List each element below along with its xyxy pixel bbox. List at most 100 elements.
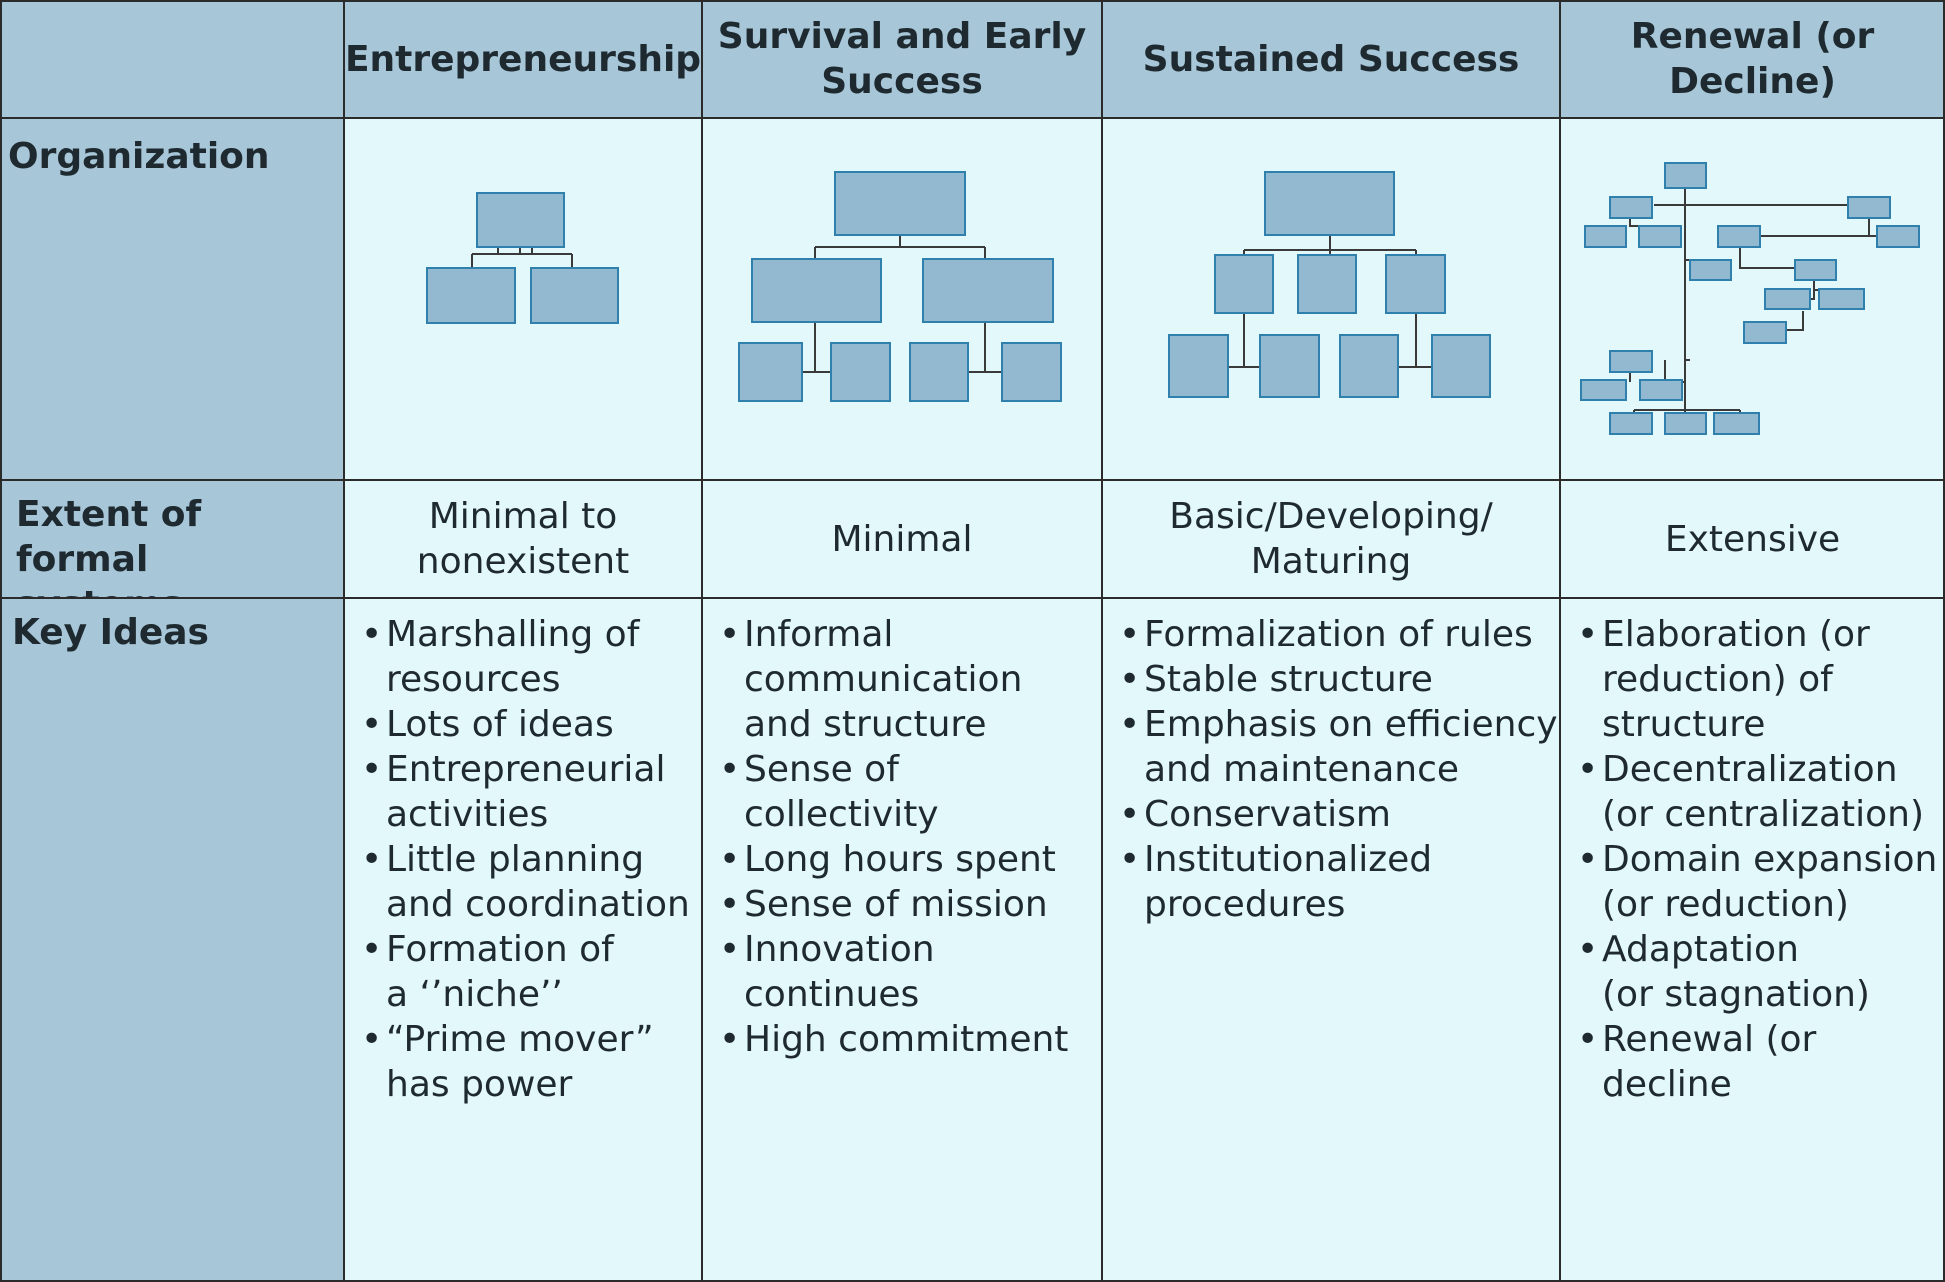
org-box bbox=[1259, 334, 1320, 398]
bullet-icon: • bbox=[361, 704, 383, 745]
bullet-icon: • bbox=[719, 884, 741, 925]
key-idea-text: Domain expansion (or reduction) bbox=[1602, 839, 1938, 925]
table-border-left bbox=[0, 0, 2, 1282]
column-header-sustained: Sustained Success bbox=[1102, 0, 1560, 118]
column-header-label: Survival and Early Success bbox=[717, 16, 1087, 102]
org-box bbox=[426, 267, 516, 324]
bullet-icon: • bbox=[1119, 659, 1141, 700]
key-idea-text: Sense of collectivity bbox=[744, 749, 939, 835]
key-idea-text: Adaptation (or stagnation) bbox=[1602, 929, 1870, 1015]
org-box bbox=[1609, 412, 1653, 435]
org-box bbox=[1717, 225, 1761, 248]
formal-systems-value: Minimal bbox=[831, 518, 973, 560]
bullet-icon: • bbox=[719, 929, 741, 970]
org-box bbox=[1764, 288, 1811, 310]
row-header-organization: Organization bbox=[0, 118, 344, 480]
org-box bbox=[530, 267, 619, 324]
org-box bbox=[1339, 334, 1399, 398]
org-box bbox=[1264, 171, 1395, 236]
org-box bbox=[1168, 334, 1229, 398]
key-idea-item: • Informal communication and structure bbox=[716, 612, 1102, 747]
key-idea-text: Long hours spent bbox=[744, 839, 1056, 880]
row-divider bbox=[0, 479, 1945, 481]
bullet-icon: • bbox=[1119, 794, 1141, 835]
key-idea-text: Decentralization (or centralization) bbox=[1602, 749, 1925, 835]
org-box bbox=[830, 342, 891, 402]
key-idea-item: • Emphasis on efficiency and maintenance bbox=[1116, 702, 1558, 792]
key-idea-item: • Institutionalized procedures bbox=[1116, 837, 1558, 927]
org-box bbox=[751, 258, 882, 323]
key-idea-item: • Conservatism bbox=[1116, 792, 1558, 837]
org-box bbox=[834, 171, 966, 236]
bullet-icon: • bbox=[1119, 839, 1141, 880]
org-box bbox=[1713, 412, 1760, 435]
key-idea-text: Institutionalized procedures bbox=[1144, 839, 1433, 925]
bullet-icon: • bbox=[1119, 614, 1141, 655]
key-ideas-cell-entrepreneurship: • Marshalling of resources • Lots of ideas •… bbox=[344, 598, 702, 1282]
key-idea-item: • High commitment bbox=[716, 1017, 1102, 1062]
row-header-label: Organization bbox=[8, 136, 270, 177]
table-border-bottom bbox=[0, 1280, 1945, 1282]
key-idea-text: Lots of ideas bbox=[386, 704, 614, 745]
column-divider bbox=[1559, 0, 1561, 1282]
org-chart-sustained bbox=[1168, 171, 1491, 398]
org-box bbox=[1431, 334, 1491, 398]
org-box bbox=[1609, 350, 1653, 373]
key-idea-item: • Marshalling of resources bbox=[358, 612, 690, 702]
org-box bbox=[738, 342, 803, 402]
key-ideas-list-entrepreneurship: • Marshalling of resources • Lots of ideas •… bbox=[358, 612, 690, 1107]
key-idea-item: • Lots of ideas bbox=[358, 702, 690, 747]
key-idea-text: Marshalling of resources bbox=[386, 614, 640, 700]
org-box bbox=[1639, 379, 1683, 401]
column-divider bbox=[1101, 0, 1103, 1282]
org-box bbox=[1794, 259, 1837, 281]
key-idea-item: • Sense of collectivity bbox=[716, 747, 1102, 837]
org-box bbox=[1664, 412, 1707, 435]
column-header-label: Sustained Success bbox=[1142, 38, 1520, 80]
key-ideas-list-renewal: • Elaboration (or reduction) of structure… bbox=[1574, 612, 1937, 1107]
key-idea-item: • Long hours spent bbox=[716, 837, 1102, 882]
row-divider bbox=[0, 117, 1945, 119]
bullet-icon: • bbox=[1119, 704, 1141, 745]
key-idea-text: Elaboration (or reduction) of structure bbox=[1602, 614, 1870, 745]
bullet-icon: • bbox=[1577, 839, 1599, 880]
formal-systems-sustained: Basic/Developing/ Maturing bbox=[1102, 480, 1560, 598]
row-divider bbox=[0, 597, 1945, 599]
org-chart-entrepreneurship bbox=[426, 192, 619, 324]
org-box bbox=[1689, 259, 1732, 281]
key-idea-text: Emphasis on efficiency and maintenance bbox=[1144, 704, 1558, 790]
org-box bbox=[909, 342, 969, 402]
key-idea-item: • Formalization of rules bbox=[1116, 612, 1558, 657]
key-idea-item: • Adaptation (or stagnation) bbox=[1574, 927, 1937, 1017]
key-idea-text: Stable structure bbox=[1144, 659, 1433, 700]
org-box bbox=[1609, 196, 1653, 219]
key-idea-item: • “Prime mover” has power bbox=[358, 1017, 690, 1107]
org-box bbox=[1847, 196, 1891, 219]
key-idea-text: Formalization of rules bbox=[1144, 614, 1533, 655]
table-border-top bbox=[0, 0, 1945, 2]
column-divider bbox=[343, 0, 345, 1282]
bullet-icon: • bbox=[361, 1019, 383, 1060]
row-header-key-ideas: Key Ideas bbox=[0, 598, 344, 1282]
org-box bbox=[1580, 379, 1627, 401]
bullet-icon: • bbox=[1577, 1019, 1599, 1060]
bullet-icon: • bbox=[361, 614, 383, 655]
table-border-right bbox=[1943, 0, 1945, 1282]
org-box bbox=[1001, 342, 1062, 402]
key-idea-item: • Renewal (or decline bbox=[1574, 1017, 1937, 1107]
column-header-label: Renewal (or Decline) bbox=[1630, 16, 1875, 102]
formal-systems-entrepreneurship: Minimal to nonexistent bbox=[344, 480, 702, 598]
key-idea-item: • Innovation continues bbox=[716, 927, 1102, 1017]
bullet-icon: • bbox=[361, 929, 383, 970]
org-chart-renewal bbox=[1580, 162, 1920, 435]
key-idea-item: • Little planning and coordination bbox=[358, 837, 690, 927]
bullet-icon: • bbox=[1577, 749, 1599, 790]
key-idea-item: • Elaboration (or reduction) of structure bbox=[1574, 612, 1937, 747]
org-box bbox=[1743, 321, 1787, 344]
column-header-entrepreneurship: Entrepreneurship bbox=[344, 0, 702, 118]
key-idea-item: • Decentralization (or centralization) bbox=[1574, 747, 1937, 837]
org-box bbox=[1297, 254, 1357, 314]
key-idea-text: Little planning and coordination bbox=[386, 839, 690, 925]
key-idea-item: • Entrepreneurial activities bbox=[358, 747, 690, 837]
